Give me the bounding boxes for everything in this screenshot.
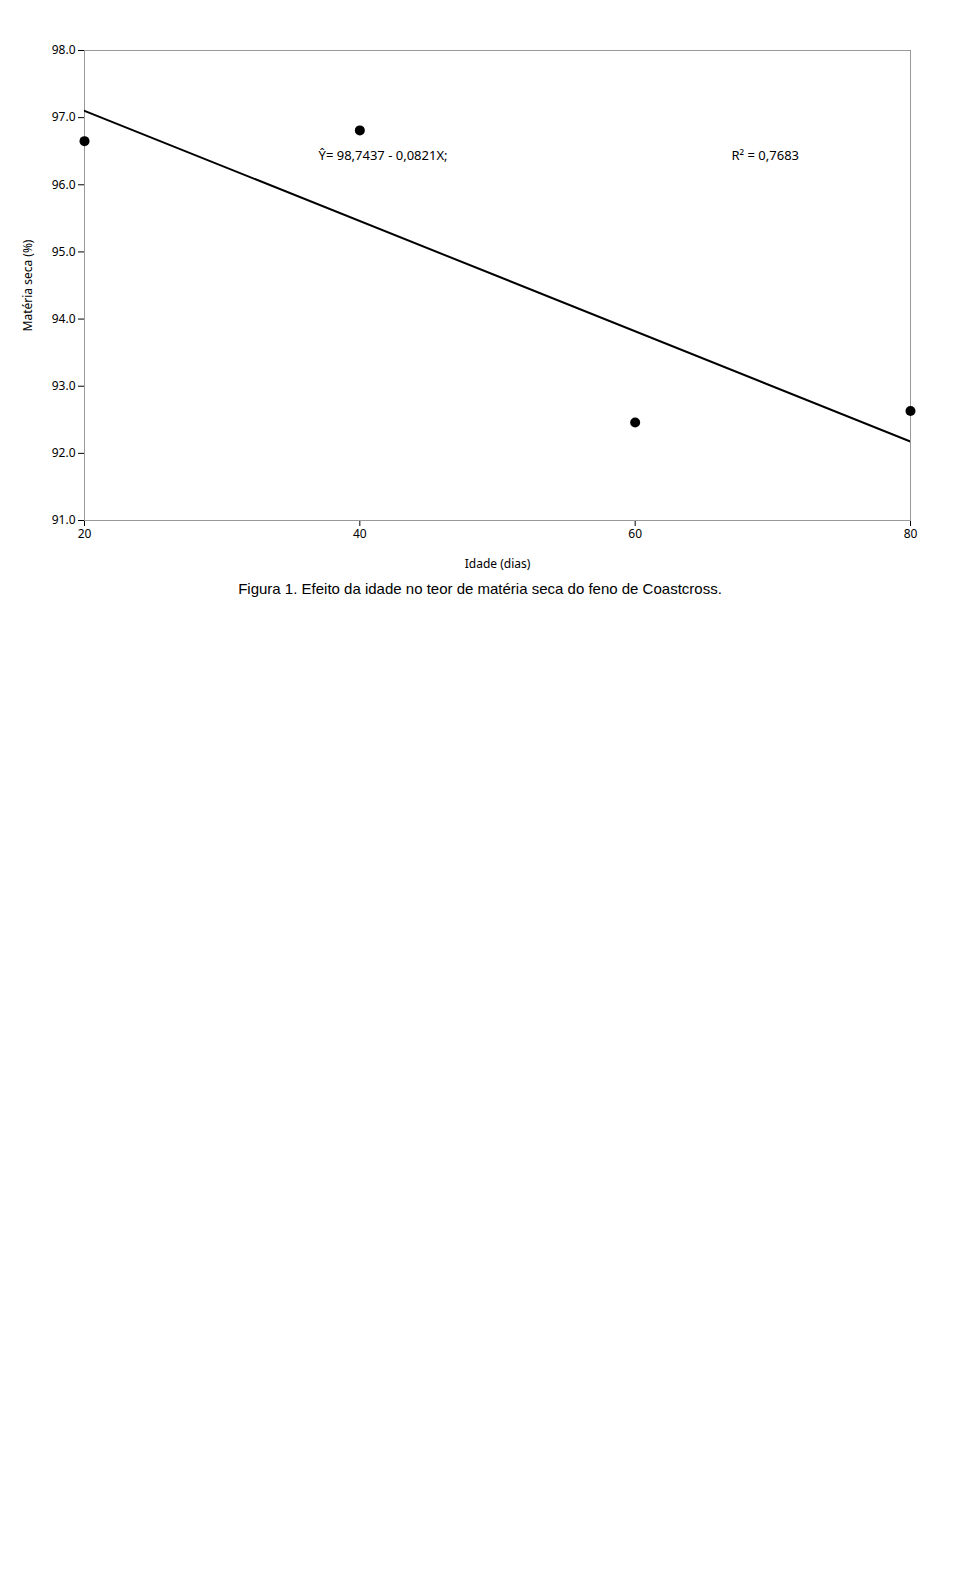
svg-text:40: 40 [353,525,367,542]
svg-text:98.0: 98.0 [52,41,76,58]
svg-text:80: 80 [904,525,918,542]
svg-text:91.0: 91.0 [52,511,76,528]
svg-text:94.0: 94.0 [52,310,76,327]
svg-text:R² = 0,7683: R² = 0,7683 [732,146,800,164]
svg-text:Ŷ= 98,7437 - 0,0821X;: Ŷ= 98,7437 - 0,0821X; [319,146,448,164]
html-text:Figura 1. Efeito da idade no t: Figura 1. Efeito da idade no teor de mat… [238,580,722,597]
svg-text:97.0: 97.0 [52,108,76,125]
svg-text:60: 60 [628,525,642,542]
svg-text:93.0: 93.0 [52,377,76,394]
svg-text:96.0: 96.0 [52,176,76,193]
svg-text:92.0: 92.0 [52,444,76,461]
svg-text:95.0: 95.0 [52,243,76,260]
svg-text:Idade (dias): Idade (dias) [465,555,531,571]
svg-text:Matéria seca (%): Matéria seca (%) [20,239,36,331]
svg-text:20: 20 [78,525,92,542]
